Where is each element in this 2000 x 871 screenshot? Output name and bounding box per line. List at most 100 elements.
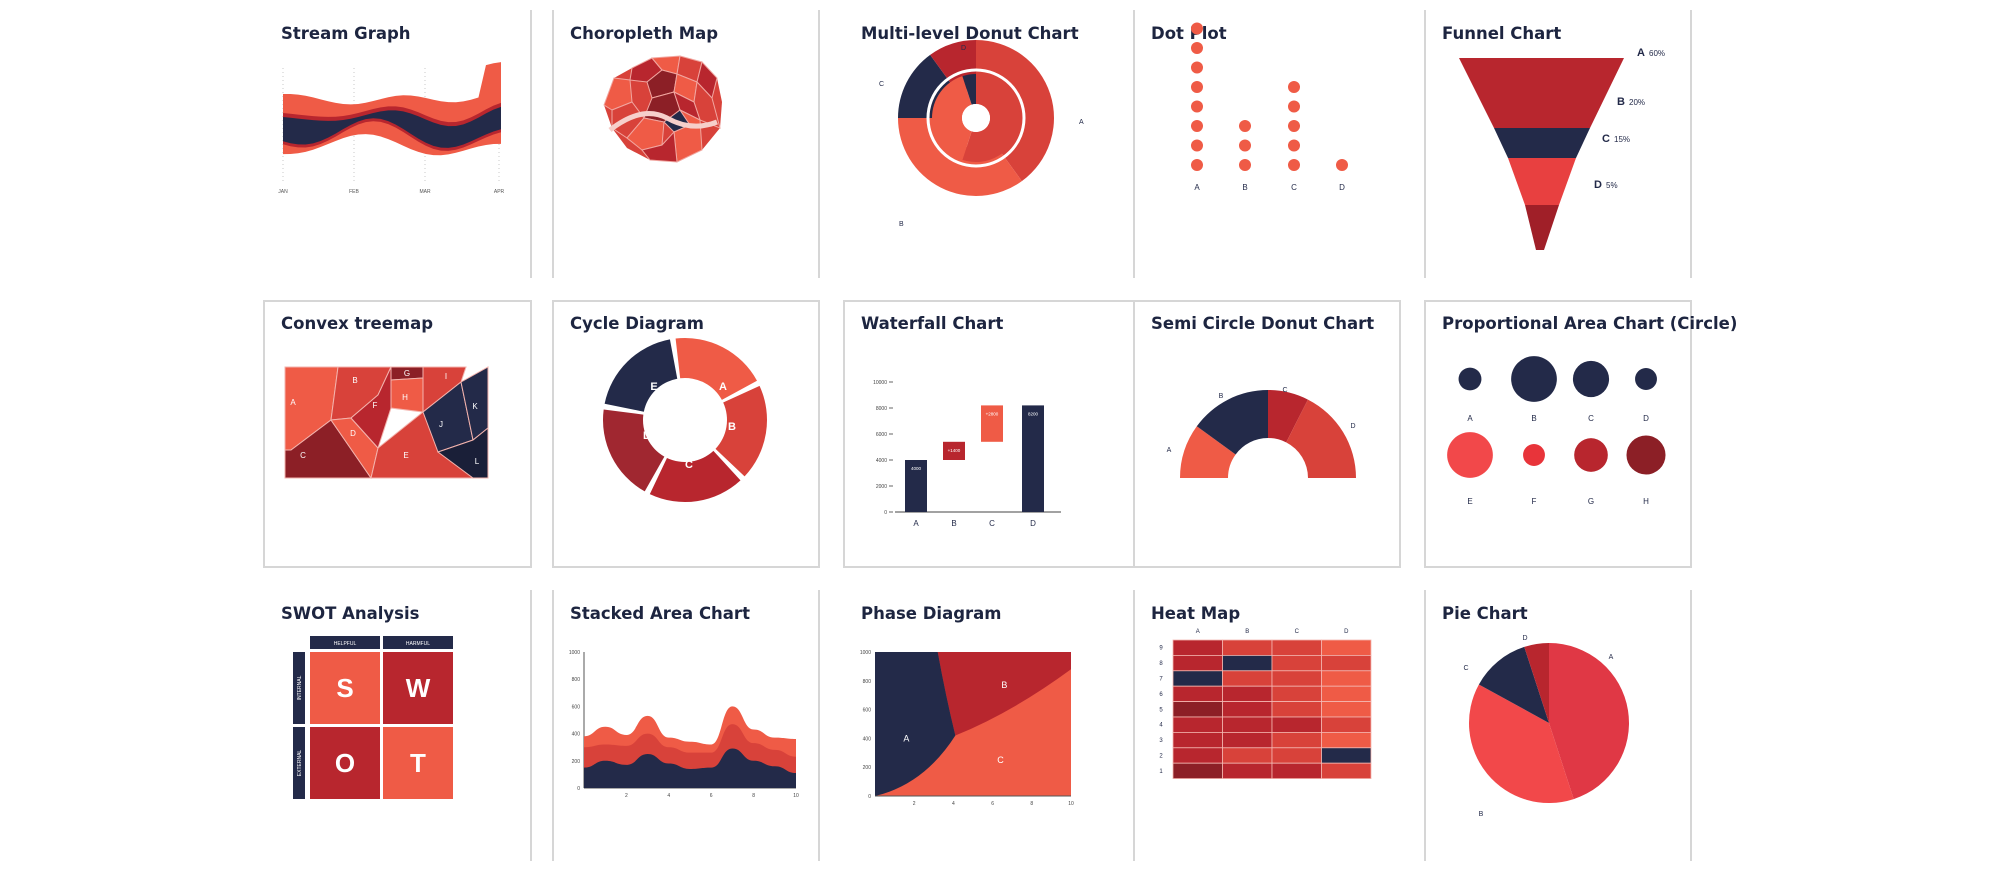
row-header-box: [293, 727, 305, 799]
region-label: A: [903, 733, 909, 743]
y-tick-label: 600: [863, 708, 872, 714]
waterfall-chart: 0 2000 4000 6000 8000 10000 4000 A +1400 B +2800 C 8…: [873, 380, 1061, 528]
funnel-stage: [1525, 205, 1559, 250]
cell-label: K: [472, 402, 478, 411]
divider: [552, 300, 554, 568]
convex-treemap: A B C D E F G H I J K L: [284, 366, 489, 480]
stage-letter: C: [1602, 133, 1610, 145]
stream-graph-tile: Stream Graph JAN FEB MAR APR: [263, 10, 529, 276]
semi-circle-donut-tile: Semi Circle Donut Chart A B C D: [1133, 300, 1399, 566]
y-tick-label: 8000: [876, 406, 887, 412]
x-tick-label: 6: [991, 801, 994, 807]
stream-layer: [283, 106, 501, 148]
dot: [1288, 81, 1300, 93]
multi-level-donut-tile: Multi-level Donut Chart A B C D: [843, 10, 1109, 276]
stream-graph: JAN FEB MAR APR: [278, 62, 505, 195]
dot: [1191, 159, 1203, 171]
heat-cell: [1271, 731, 1322, 749]
cell-label: A: [290, 398, 296, 407]
chart-title: Stacked Area Chart: [570, 604, 750, 623]
slice-label: D: [1350, 423, 1355, 430]
river: [608, 111, 718, 132]
dot: [1288, 159, 1300, 171]
heat-cell: [1172, 747, 1223, 764]
pie-chart-tile: Pie Chart A B C D: [1424, 590, 1690, 860]
chart-title: Waterfall Chart: [861, 314, 1004, 333]
row-label: 1: [1159, 769, 1163, 775]
semi-donut-slice: [1180, 426, 1236, 478]
proportional-area-chart: A B C D E F G H: [1447, 356, 1666, 506]
waterfall-chart-tile: Waterfall Chart 0 2000 4000 6000 8000 10000 40…: [843, 300, 1109, 566]
cycle-diagram-tile: Cycle Diagram A B C D E: [552, 300, 818, 566]
cycle-segment: [715, 385, 767, 477]
x-tick-label: C: [989, 519, 995, 528]
donut-inner-slice: [962, 74, 976, 105]
multi-level-donut-chart: A B C D: [879, 40, 1084, 228]
y-tick-label: 0: [577, 786, 580, 792]
row-header-label: INTERNAL: [297, 675, 303, 700]
cell-label: G: [404, 369, 410, 378]
x-tick-label: APR: [494, 189, 505, 195]
heat-cell: [1321, 731, 1372, 749]
swot-cell: [383, 652, 453, 724]
swot-analysis-tile: SWOT Analysis HELPFUL HARMFUL INTERNAL EXTE…: [263, 590, 529, 860]
map-region: [641, 130, 678, 163]
chart-title: SWOT Analysis: [281, 604, 420, 623]
divider: [530, 10, 532, 278]
divider: [1424, 300, 1692, 302]
divider: [1424, 300, 1426, 568]
swot-cell: [383, 727, 453, 799]
area-circle: [1447, 432, 1493, 478]
stage-percent: 20%: [1629, 98, 1645, 107]
x-tick-label: D: [1339, 183, 1345, 192]
cycle-segment: [649, 450, 741, 502]
circle-label: C: [1588, 414, 1594, 423]
divider: [843, 300, 1401, 302]
divider: [263, 300, 531, 302]
area-circle: [1626, 435, 1666, 475]
pie-slice: [1478, 646, 1549, 723]
dot: [1191, 100, 1203, 113]
divider: [1424, 10, 1426, 278]
segment-label: C: [685, 459, 693, 471]
divider: [552, 590, 554, 861]
cycle-diagram: A B C D E: [603, 338, 767, 502]
pie-slice: [1469, 684, 1574, 803]
heat-cell: [1271, 701, 1322, 718]
x-tick-label: B: [1242, 183, 1247, 192]
cell-label: E: [403, 451, 408, 460]
divider: [552, 300, 820, 302]
slice-label: C: [1463, 665, 1468, 672]
x-tick-label: C: [1291, 183, 1297, 192]
cycle-segment: [675, 338, 757, 400]
x-tick-label: MAR: [419, 189, 431, 195]
segment-label: E: [650, 381, 657, 393]
cell-label: D: [350, 429, 356, 438]
y-tick-label: 600: [572, 704, 581, 710]
stage-letter: A: [1637, 47, 1645, 59]
chart-title: Choropleth Map: [570, 24, 719, 43]
circle-label: E: [1467, 497, 1472, 506]
convex-treemap-tile: Convex treemap A B C D E F G H I J K L: [263, 300, 529, 566]
divider: [1690, 10, 1692, 278]
x-tick-label: D: [1030, 519, 1036, 528]
slice-label: C: [879, 81, 884, 88]
heat-cell: [1222, 670, 1273, 687]
slice-label: A: [1609, 654, 1614, 661]
row-label: 3: [1159, 738, 1163, 744]
y-tick-label: 1000: [860, 650, 871, 656]
circle-label: H: [1643, 497, 1649, 506]
divider: [1133, 10, 1135, 278]
heat-cell: [1222, 762, 1273, 779]
waterfall-bar: [1022, 405, 1044, 512]
heat-cell: [1271, 670, 1322, 687]
divider: [1133, 300, 1135, 568]
divider: [843, 566, 1135, 568]
stage-percent: 5%: [1606, 181, 1618, 190]
swot-cell: [310, 727, 380, 799]
col-label: C: [1295, 629, 1300, 635]
row-header-label: EXTERNAL: [297, 750, 303, 777]
divider: [552, 566, 820, 568]
cycle-segment: [603, 409, 665, 492]
heat-cell: [1222, 747, 1273, 764]
